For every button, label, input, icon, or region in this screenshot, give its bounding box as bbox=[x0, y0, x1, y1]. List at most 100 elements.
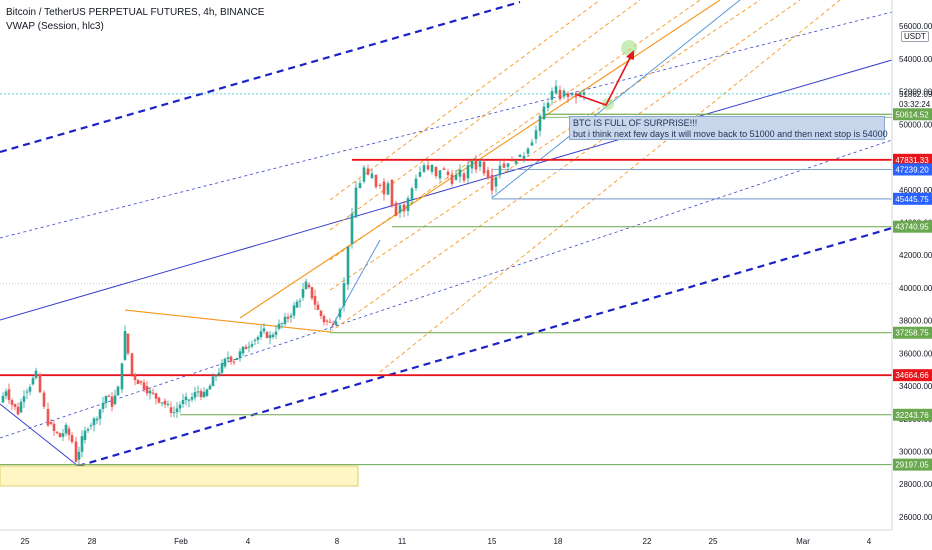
candle-body bbox=[229, 356, 233, 362]
candle-body bbox=[422, 165, 426, 172]
candle-body bbox=[1, 395, 5, 403]
candle-body bbox=[101, 402, 105, 409]
candle-body bbox=[80, 436, 84, 452]
note-line-1: BTC IS FULL OF SURPRISE!!! bbox=[573, 118, 698, 128]
candle-body bbox=[184, 396, 188, 401]
candle-body bbox=[430, 164, 434, 172]
candle-body bbox=[157, 397, 161, 403]
symbol-title[interactable]: Bitcoin / TetherUS PERPETUAL FUTURES, 4h… bbox=[6, 7, 265, 18]
y-tick-label: 56000.00 bbox=[899, 22, 932, 31]
level-label-bg bbox=[893, 369, 932, 382]
candle-body bbox=[13, 404, 17, 407]
chart-drawings bbox=[0, 0, 892, 479]
light-trend-line-2 bbox=[329, 239, 381, 331]
chart-legend: Bitcoin / TetherUS PERPETUAL FUTURES, 4h… bbox=[6, 6, 264, 34]
x-tick-label: Feb bbox=[174, 537, 188, 546]
candle-body bbox=[34, 370, 38, 379]
candle-body bbox=[70, 435, 74, 443]
note-line-2: but i think next few days it will move b… bbox=[573, 129, 888, 139]
x-tick-label: 25 bbox=[709, 537, 718, 546]
price-axis[interactable]: 26000.0028000.0030000.0032000.0034000.00… bbox=[891, 0, 932, 530]
candle-body bbox=[410, 188, 414, 200]
level-label-bg bbox=[893, 192, 932, 205]
candle-body bbox=[223, 358, 227, 367]
candle-body bbox=[247, 346, 251, 348]
candle-body bbox=[342, 283, 346, 306]
level-label: 50614.52 bbox=[895, 110, 929, 119]
candle-body bbox=[582, 92, 586, 95]
candle-body bbox=[319, 310, 323, 317]
candle-body bbox=[265, 332, 269, 338]
y-tick-label: 54000.00 bbox=[899, 55, 932, 64]
candle-body bbox=[120, 363, 124, 390]
y-tick-label: 26000.00 bbox=[899, 513, 932, 522]
candle-body bbox=[148, 390, 152, 394]
horizontal-levels bbox=[0, 93, 893, 466]
candle-body bbox=[307, 284, 311, 288]
candle-body bbox=[172, 412, 176, 414]
candle-body bbox=[116, 386, 120, 396]
level-label: 47239.20 bbox=[895, 165, 929, 174]
y-tick-label: 38000.00 bbox=[899, 317, 932, 326]
x-tick-label: 11 bbox=[398, 537, 407, 546]
candle-body bbox=[454, 175, 458, 180]
candle-body bbox=[46, 408, 50, 426]
candle-body bbox=[214, 375, 218, 377]
candle-body bbox=[304, 281, 308, 290]
indicator-label[interactable]: VWAP (Session, hlc3) bbox=[6, 21, 104, 32]
x-tick-label: 15 bbox=[488, 537, 497, 546]
candle-body bbox=[542, 106, 546, 120]
candle-body bbox=[286, 316, 290, 319]
candle-body bbox=[442, 168, 446, 170]
candle-body bbox=[562, 90, 566, 97]
candle-body bbox=[538, 115, 542, 131]
level-label-bg bbox=[893, 108, 932, 121]
candle-body bbox=[574, 96, 578, 98]
candle-body bbox=[250, 344, 254, 347]
candle-body bbox=[494, 177, 498, 187]
fib-line-3 bbox=[329, 0, 701, 261]
candle-body bbox=[482, 161, 486, 174]
candle-body bbox=[169, 407, 173, 413]
candle-body bbox=[95, 418, 99, 421]
candle-body bbox=[316, 304, 320, 310]
y-tick-label: 42000.00 bbox=[899, 251, 932, 260]
candle-body bbox=[232, 361, 236, 363]
level-label-bg bbox=[893, 153, 932, 166]
time-axis[interactable]: 25 28 Feb 4 8 11 15 18 22 25 Mar 4 bbox=[0, 529, 892, 546]
candle-body bbox=[89, 425, 93, 427]
candle-body bbox=[322, 316, 326, 323]
candle-body bbox=[199, 390, 203, 398]
candle-body bbox=[151, 392, 155, 394]
candle-body bbox=[426, 165, 430, 170]
candle-body bbox=[546, 102, 550, 108]
last-price-label: 51862.09 bbox=[899, 90, 932, 99]
candle-body bbox=[366, 168, 370, 175]
currency-label[interactable]: USDT bbox=[901, 31, 929, 42]
trend-line bbox=[0, 59, 892, 321]
x-tick-label: 28 bbox=[88, 537, 97, 546]
level-label: 32243.76 bbox=[895, 411, 929, 420]
channel-lower-line bbox=[77, 226, 892, 468]
candle-body bbox=[406, 198, 410, 212]
candle-body bbox=[506, 163, 510, 167]
candle-body bbox=[181, 400, 185, 405]
fib-line-1 bbox=[329, 0, 801, 333]
candle-body bbox=[256, 337, 260, 340]
candle-body bbox=[52, 423, 56, 432]
candle-body bbox=[202, 391, 206, 398]
candle-body bbox=[325, 320, 329, 322]
candle-body bbox=[370, 173, 374, 179]
candle-body bbox=[77, 451, 81, 460]
light-trend-line bbox=[491, 0, 741, 199]
candle-body bbox=[31, 378, 35, 385]
candle-body bbox=[331, 323, 335, 325]
candle-body bbox=[382, 181, 386, 195]
channel-mid-lower-line bbox=[0, 139, 892, 439]
candle-body bbox=[235, 357, 239, 360]
fib-handle-2 bbox=[124, 309, 331, 333]
y-tick-label: 28000.00 bbox=[899, 480, 932, 489]
candle-body bbox=[474, 160, 478, 170]
candle-body bbox=[178, 404, 182, 409]
